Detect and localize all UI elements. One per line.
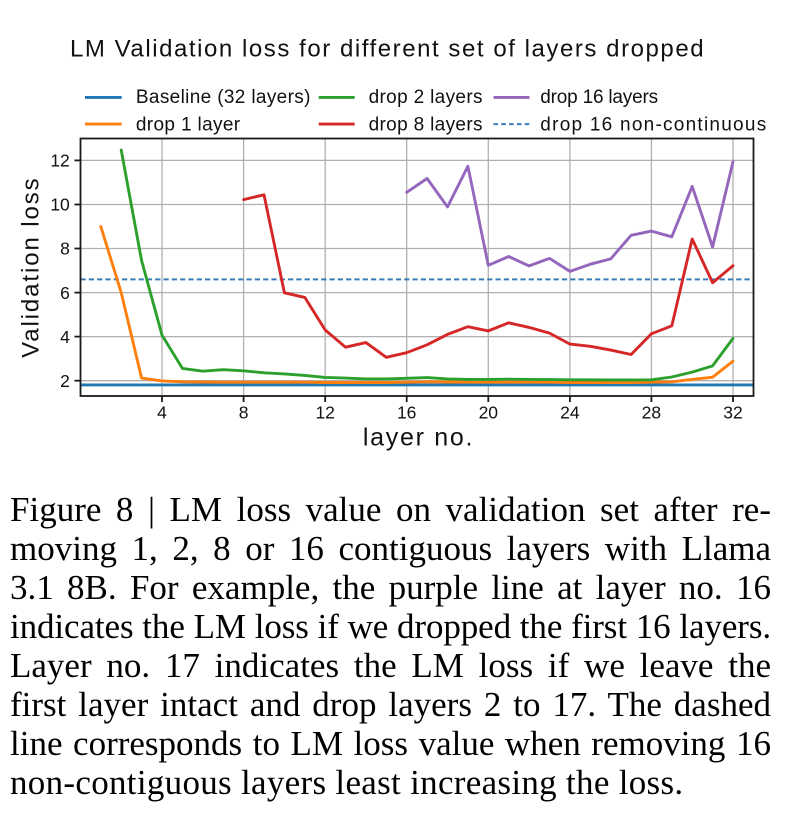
svg-text:10: 10 bbox=[50, 195, 70, 215]
svg-text:20: 20 bbox=[479, 403, 499, 423]
svg-text:drop 16 non-continuous: drop 16 non-continuous bbox=[540, 114, 767, 135]
svg-text:4: 4 bbox=[60, 327, 70, 347]
svg-text:layer no.: layer no. bbox=[363, 424, 474, 452]
svg-text:drop 1 layer: drop 1 layer bbox=[136, 114, 241, 135]
svg-text:12: 12 bbox=[50, 151, 69, 171]
svg-text:32: 32 bbox=[723, 403, 742, 423]
svg-text:4: 4 bbox=[157, 403, 167, 423]
svg-text:24: 24 bbox=[560, 403, 580, 423]
svg-text:8: 8 bbox=[239, 403, 249, 423]
svg-text:drop 16 layers: drop 16 layers bbox=[540, 87, 658, 108]
svg-text:drop 2 layers: drop 2 layers bbox=[369, 87, 483, 108]
svg-text:6: 6 bbox=[60, 283, 70, 303]
svg-text:LM Validation loss for differe: LM Validation loss for different set of … bbox=[70, 36, 705, 63]
svg-text:Baseline (32 layers): Baseline (32 layers) bbox=[136, 87, 311, 108]
svg-text:12: 12 bbox=[315, 403, 334, 423]
svg-text:8: 8 bbox=[60, 239, 70, 259]
svg-text:Validation loss: Validation loss bbox=[17, 176, 44, 357]
svg-text:28: 28 bbox=[642, 403, 661, 423]
svg-text:2: 2 bbox=[60, 371, 70, 391]
svg-text:drop 8 layers: drop 8 layers bbox=[369, 114, 483, 135]
svg-text:16: 16 bbox=[397, 403, 416, 423]
